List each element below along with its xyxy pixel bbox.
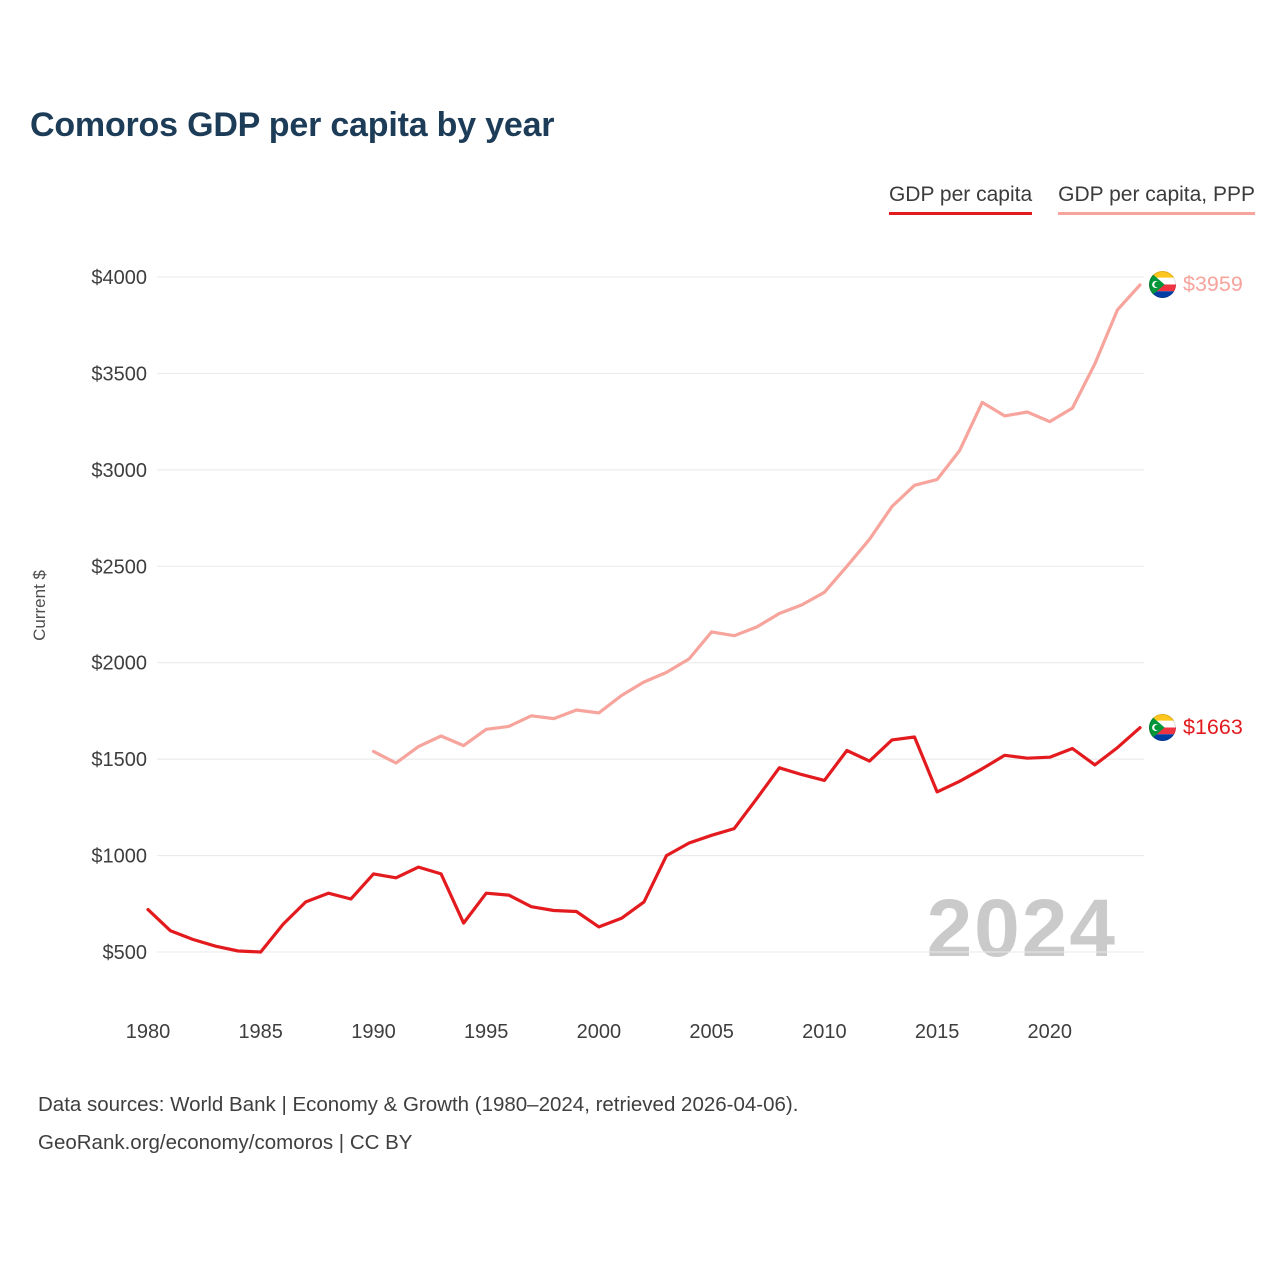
y-tick-label: $500: [103, 942, 148, 964]
line-gdp-per-capita-ppp: [371, 283, 1142, 765]
y-tick-label: $2500: [91, 556, 147, 578]
legend-gdp-per-capita-ppp[interactable]: GDP per capita, PPP: [1058, 183, 1255, 215]
footer: Data sources: World Bank | Economy & Gro…: [38, 1086, 798, 1162]
legend: GDP per capita GDP per capita, PPP: [888, 183, 1255, 215]
watermark-year: 2024: [926, 883, 1117, 974]
x-tick-label: 2010: [802, 1021, 847, 1043]
x-tick-label: 2005: [689, 1021, 734, 1043]
x-tick-label: 1980: [126, 1021, 171, 1043]
legend-gdp-per-capita[interactable]: GDP per capita: [888, 183, 1033, 215]
line-gdp-per-capita: [146, 726, 1142, 954]
y-tick-label: $2000: [91, 653, 147, 675]
x-tick-label: 1995: [464, 1021, 509, 1043]
page-title: Comoros GDP per capita by year: [30, 106, 555, 144]
y-tick-label: $1000: [91, 846, 147, 868]
y-tick-label: $4000: [91, 267, 147, 289]
y-tick-label: $3500: [91, 363, 147, 385]
x-tick-label: 2000: [577, 1021, 622, 1043]
footer-sources: Data sources: World Bank | Economy & Gro…: [38, 1093, 799, 1116]
x-tick-label: 2020: [1028, 1021, 1073, 1043]
x-tick-label: 1990: [351, 1021, 396, 1043]
footer-attribution: GeoRank.org/economy/comoros | CC BY: [38, 1131, 413, 1154]
y-tick-label: $3000: [91, 460, 147, 482]
x-tick-label: 2015: [915, 1021, 960, 1043]
y-tick-label: $1500: [91, 749, 147, 771]
x-tick-label: 1985: [238, 1021, 283, 1043]
